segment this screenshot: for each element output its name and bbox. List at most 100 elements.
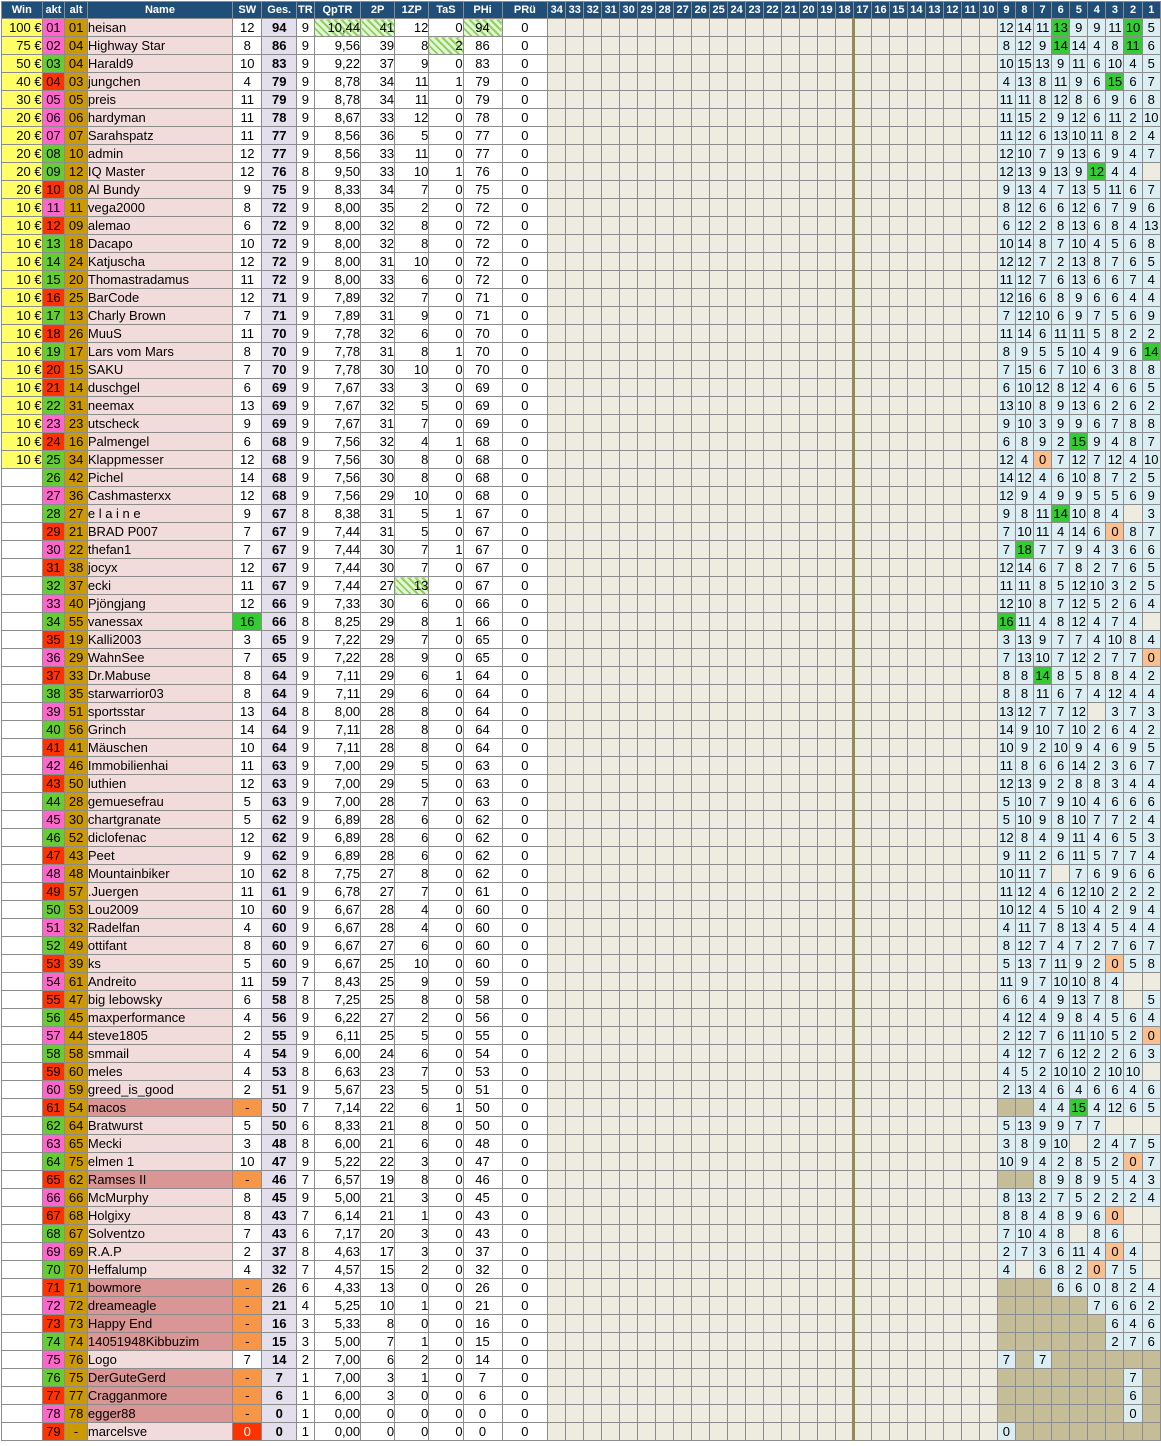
player-name[interactable]: Dacapo [86,234,234,253]
table-row[interactable]: 58 58 smmail 4 54 9 6,00 24 6 0 54 0 4 12 7 6 12 2 2 6 3 [1,1044,1161,1063]
player-name[interactable]: Al Bundy [86,180,234,199]
player-name[interactable]: Pjöngjang [86,594,234,613]
player-name[interactable]: neemax [86,396,234,415]
col-header-round[interactable]: 10 [978,1,998,19]
player-name[interactable]: BRAD P007 [86,522,234,541]
col-header-2p[interactable]: 2P [360,1,396,19]
col-header-round[interactable]: 12 [942,1,962,19]
player-name[interactable]: vega2000 [86,198,234,217]
table-row[interactable]: 50 €03 04 Harald9 10 83 9 9,22 37 9 0 83 0 10 15 13 9 11… [1,54,1161,73]
table-row[interactable]: 57 44 steve1805 2 55 9 6,11 25 5 0 55 0 2 12 7 6 11 10 5 2 0 [1,1026,1161,1045]
player-name[interactable]: luthien [86,774,234,793]
player-name[interactable]: marcelsve [86,1422,234,1441]
table-row[interactable]: 100 €01 01 heisan 12 94 9 10,44 41 12 0 94 0 12 14 11 1… [1,18,1161,37]
col-header-round[interactable]: 34 [547,1,567,19]
table-row[interactable]: 10 €13 18 Dacapo 10 72 9 8,00 32 8 0 72 0 10 14 8 7 10 4 5… [1,234,1161,253]
player-name[interactable]: smmail [86,1044,234,1063]
player-name[interactable]: maxperformance [86,1008,234,1027]
player-name[interactable]: Heffalump [86,1260,234,1279]
table-row[interactable]: 26 42 Pichel 14 68 9 7,56 30 8 0 68 0 14 12 4 6 10 8 7 2 5 [1,468,1161,487]
table-row[interactable]: 42 46 Immobilienhai 11 63 9 7,00 29 5 0 63 0 11 8 6 6 14… [1,756,1161,775]
col-header-round[interactable]: 33 [565,1,585,19]
player-name[interactable]: gemuesefrau [86,792,234,811]
player-name[interactable]: egger88 [86,1404,234,1423]
player-name[interactable]: Charly Brown [86,306,234,325]
table-row[interactable]: 68 67 Solventzo 7 43 6 7,17 20 3 0 43 0 7 10 4 8 8 6 [1,1224,1161,1243]
player-name[interactable]: Lars vom Mars [86,342,234,361]
table-row[interactable]: 32 37 ecki 11 67 9 7,44 27 13 0 67 0 11 11 8 5 12 10 3 2 5 [1,576,1161,595]
player-name[interactable]: ecki [86,576,234,595]
table-row[interactable]: 30 €05 05 preis 11 79 9 8,78 34 11 0 79 0 11 11 8 12 8 6 9… [1,90,1161,109]
player-name[interactable]: jocyx [86,558,234,577]
table-row[interactable]: 35 19 Kalli2003 3 65 9 7,22 29 7 0 65 0 3 13 9 7 7 4 10 8 4 [1,630,1161,649]
player-name[interactable]: Kalli2003 [86,630,234,649]
player-name[interactable]: Mäuschen [86,738,234,757]
table-row[interactable]: 50 53 Lou2009 10 60 9 6,67 28 4 0 60 0 10 12 4 5 10 4 2 9 4 [1,900,1161,919]
table-row[interactable]: 47 43 Peet 9 62 9 6,89 28 6 0 62 0 9 11 2 6 11 5 7 7 4 [1,846,1161,865]
player-name[interactable]: utscheck [86,414,234,433]
player-name[interactable]: steve1805 [86,1026,234,1045]
player-name[interactable]: hardyman [86,108,234,127]
player-name[interactable]: elmen 1 [86,1152,234,1171]
player-name[interactable]: Andreito [86,972,234,991]
player-name[interactable]: IQ Master [86,162,234,181]
col-header-1zp[interactable]: 1ZP [394,1,430,19]
player-name[interactable]: Holgixy [86,1206,234,1225]
col-header-round[interactable]: 17 [852,1,872,19]
player-name[interactable]: preis [86,90,234,109]
table-row[interactable]: 40 56 Grinch 14 64 9 7,11 28 8 0 64 0 14 9 10 7 10 2 6 4 2 [1,720,1161,739]
table-row[interactable]: 63 65 Mecki 3 48 8 6,00 21 6 0 48 0 3 8 9 10 2 4 7 5 [1,1134,1161,1153]
table-row[interactable]: 10 €16 25 BarCode 12 71 9 7,89 32 7 0 71 0 12 16 6 8 9 6 6… [1,288,1161,307]
col-header-round[interactable]: 29 [637,1,657,19]
player-name[interactable]: starwarrior03 [86,684,234,703]
table-row[interactable]: 10 €22 31 neemax 13 69 9 7,67 32 5 0 69 0 13 10 8 9 13 6 2… [1,396,1161,415]
player-name[interactable]: Immobilienhai [86,756,234,775]
table-row[interactable]: 59 60 meles 4 53 8 6,63 23 7 0 53 0 4 5 2 10 10 2 10 10 [1,1062,1161,1081]
table-row[interactable]: 10 €18 26 MuuS 11 70 9 7,78 32 6 0 70 0 11 14 6 11 11 5 8 2… [1,324,1161,343]
player-name[interactable]: thefan1 [86,540,234,559]
col-header-alt[interactable]: alt [64,1,88,19]
player-name[interactable]: Solventzo [86,1224,234,1243]
player-name[interactable]: Palmengel [86,432,234,451]
player-name[interactable]: Harald9 [86,54,234,73]
player-name[interactable]: Cashmasterxx [86,486,234,505]
table-row[interactable]: 20 €07 07 Sarahspatz 11 77 9 8,56 36 5 0 77 0 11 12 6 1… [1,126,1161,145]
table-row[interactable]: 34 55 vanessax 16 66 8 8,25 29 8 1 66 0 16 11 4 8 12 4 7 4 [1,612,1161,631]
player-name[interactable]: Cragganmore [86,1386,234,1405]
player-name[interactable]: Grinch [86,720,234,739]
player-name[interactable]: alemao [86,216,234,235]
col-header-name[interactable]: Name [86,1,234,19]
player-name[interactable]: Happy End [86,1314,234,1333]
col-header-round[interactable]: 26 [691,1,711,19]
table-row[interactable]: 49 57 .Juergen 11 61 9 6,78 27 7 0 61 0 11 12 4 6 12 10 2 2… [1,882,1161,901]
table-row[interactable]: 45 30 chartgranate 5 62 9 6,89 28 6 0 62 0 5 10 9 8 10 7 7… [1,810,1161,829]
table-row[interactable]: 65 62 Ramses II -46 7 6,57 19 8 0 46 0 8 9 8 9 5 4 3 [1,1170,1161,1189]
table-row[interactable]: 27 36 Cashmasterxx 12 68 9 7,56 29 10 0 68 0 12 9 4 9 9 5… [1,486,1161,505]
player-name[interactable]: McMurphy [86,1188,234,1207]
player-name[interactable]: chartgranate [86,810,234,829]
table-row[interactable]: 78 78 egger88-0 1 0,00 0 0 0 0 0 0 [1,1404,1161,1423]
player-name[interactable]: dreameagle [86,1296,234,1315]
table-row[interactable]: 10 €15 20 Thomastradamus 11 72 9 8,00 33 6 0 72 0 11… [1,270,1161,289]
table-row[interactable]: 28 27 e l a i n e 9 67 8 8,38 31 5 1 67 0 9 8 11 14 10 8 4… [1,504,1161,523]
player-name[interactable]: .Juergen [86,882,234,901]
table-row[interactable]: 10 €19 17 Lars vom Mars 8 70 9 7,78 31 8 1 70 0 8 9 5 5… [1,342,1161,361]
player-name[interactable]: WahnSee [86,648,234,667]
col-header-round[interactable]: 28 [655,1,675,19]
col-header-round[interactable]: 19 [817,1,836,19]
table-row[interactable]: 48 48 Mountainbiker 10 62 8 7,75 27 8 0 62 0 10 11 7 7 6… [1,864,1161,883]
table-row[interactable]: 41 41 Mäuschen 10 64 9 7,11 28 8 0 64 0 10 9 2 10 9 4 6 9 5 [1,738,1161,757]
col-header-round[interactable]: 4 [1087,1,1107,19]
table-row[interactable]: 61 54 macos -50 7 7,14 22 6 1 50 0 4 4 15 4 12 6 5 [1,1098,1161,1117]
col-header-round[interactable]: 15 [888,1,908,19]
table-row[interactable]: 10 €17 13 Charly Brown 7 71 9 7,89 31 9 0 71 0 7 12 10… [1,306,1161,325]
player-name[interactable]: e l a i n e [86,504,234,523]
player-name[interactable]: ottifant [86,936,234,955]
col-header-round[interactable]: 6 [1051,1,1071,19]
table-row[interactable]: 10 €20 15 SAKU 7 70 9 7,78 30 10 0 70 0 7 15 6 7 10 6 3 8 8 [1,360,1161,379]
col-header-round[interactable]: 3 [1105,1,1125,19]
table-row[interactable]: 38 35 starwarrior03 8 64 9 7,11 29 6 0 64 0 8 8 11 6 7 4 1… [1,684,1161,703]
col-header-win[interactable]: Win [1,1,43,19]
player-name[interactable]: Dr.Mabuse [86,666,234,685]
player-name[interactable]: MuuS [86,324,234,343]
